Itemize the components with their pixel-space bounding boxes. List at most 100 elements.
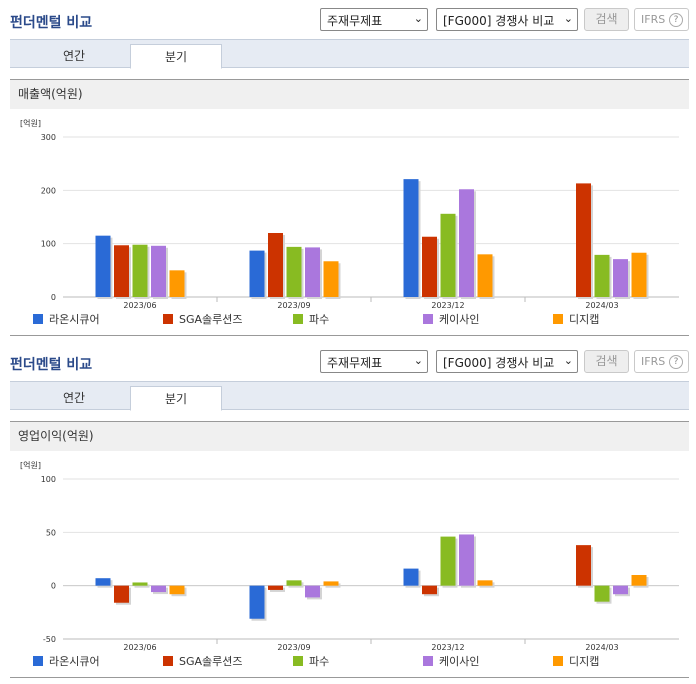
bar (114, 585, 129, 603)
x-tick-label: 2023/06 (123, 643, 156, 652)
legend-swatch (33, 314, 43, 324)
fundamental-panel-revenue: 펀더멘털 비교 주재무제표 ⌄ [FG000] 경쟁사 비교 ⌄ 검색 IFRS… (10, 8, 689, 336)
panel-title: 펀더멘털 비교 (10, 15, 93, 31)
y-tick-label: 50 (46, 528, 56, 537)
legend-label: 라온시큐어 (49, 313, 100, 326)
bar (286, 580, 302, 586)
y-tick-label: 300 (41, 133, 56, 142)
bar (305, 247, 320, 297)
bar (151, 585, 166, 593)
statement-select[interactable]: 주재무제표 ⌄ (320, 8, 428, 31)
bar (151, 245, 166, 297)
unit-label: [억원] (20, 118, 41, 128)
y-tick-label: 200 (41, 186, 56, 195)
ifrs-button[interactable]: IFRS ? (634, 8, 689, 31)
legend-swatch (163, 314, 173, 324)
bar (576, 545, 591, 586)
section-title: 영업이익(억원) (10, 421, 689, 451)
bar (422, 585, 437, 595)
chevron-down-icon: ⌄ (563, 12, 573, 25)
x-tick-label: 2023/09 (277, 301, 310, 310)
tab-quarterly[interactable]: 분기 (130, 44, 222, 69)
bar (422, 236, 437, 297)
legend-swatch (293, 656, 303, 666)
x-tick-label: 2023/09 (277, 643, 310, 652)
operating-profit-bar-chart: [억원] -50 0 50 100 2023/06 2023/09 2023/12 2024/0… (20, 460, 679, 668)
search-button[interactable]: 검색 (584, 8, 629, 31)
bar (132, 244, 148, 297)
y-tick-label: 100 (41, 475, 56, 484)
x-tick-label: 2024/03 (585, 301, 618, 310)
bar (594, 585, 610, 602)
bar (169, 270, 185, 297)
ifrs-label: IFRS (641, 13, 666, 26)
legend-swatch (553, 314, 563, 324)
help-icon[interactable]: ? (669, 355, 683, 369)
section-title: 매출액(억원) (10, 79, 689, 109)
divider (10, 677, 689, 678)
legend-swatch (423, 656, 433, 666)
legend-swatch (553, 656, 563, 666)
statement-select[interactable]: 주재무제표 ⌄ (320, 350, 428, 373)
legend-label: 케이사인 (439, 655, 479, 668)
tab-annual[interactable]: 연간 (62, 391, 86, 405)
y-tick-label: 0 (51, 293, 56, 302)
tab-annual[interactable]: 연간 (62, 49, 86, 63)
bar (286, 246, 302, 297)
divider (10, 335, 689, 336)
bar (114, 245, 129, 297)
x-tick-label: 2023/12 (431, 643, 464, 652)
bar (477, 254, 493, 297)
peer-select[interactable]: [FG000] 경쟁사 비교 ⌄ (436, 8, 578, 31)
bar (440, 213, 456, 297)
legend-swatch (163, 656, 173, 666)
bar (631, 575, 647, 586)
period-tabs: 연간 분기 (10, 39, 689, 69)
legend-label: 디지캡 (569, 655, 599, 668)
bar (594, 254, 610, 297)
bar (249, 585, 265, 619)
bar (613, 585, 628, 595)
bar (440, 536, 456, 586)
y-tick-label: 100 (41, 240, 56, 249)
search-button[interactable]: 검색 (584, 350, 629, 373)
peer-select[interactable]: [FG000] 경쟁사 비교 ⌄ (436, 350, 578, 373)
fundamental-panel-operating-profit: 펀더멘털 비교 주재무제표 ⌄ [FG000] 경쟁사 비교 ⌄ 검색 IFRS… (0, 342, 696, 684)
legend-label: 파수 (309, 655, 329, 668)
unit-label: [억원] (20, 460, 41, 470)
legend-label: 디지캡 (569, 313, 599, 326)
tab-quarterly[interactable]: 분기 (130, 386, 222, 411)
legend-swatch (423, 314, 433, 324)
bar (268, 585, 283, 590)
help-icon[interactable]: ? (669, 13, 683, 27)
bar (477, 580, 493, 586)
bar (132, 582, 148, 586)
bar (323, 581, 339, 586)
legend-label: 파수 (309, 313, 329, 326)
bar (249, 250, 265, 297)
bar (169, 585, 185, 595)
ifrs-button[interactable]: IFRS ? (634, 350, 689, 373)
revenue-bar-chart: [억원] 0 100 200 300 2023/06 2023/09 2023/12 2024/… (20, 118, 679, 326)
bar (95, 235, 111, 297)
x-tick-label: 2023/06 (123, 301, 156, 310)
peer-select-value: [FG000] 경쟁사 비교 (443, 14, 555, 28)
bar (631, 252, 647, 297)
panel-title: 펀더멘털 비교 (10, 357, 93, 373)
period-tabs: 연간 분기 (10, 381, 689, 411)
legend-label: 라온시큐어 (49, 655, 100, 668)
chevron-down-icon: ⌄ (413, 12, 423, 25)
chevron-down-icon: ⌄ (413, 354, 423, 367)
bar (459, 189, 474, 297)
bar (576, 183, 591, 297)
legend-label: 케이사인 (439, 313, 479, 326)
bar-shadow (134, 584, 150, 588)
legend-label: SGA솔루션즈 (179, 313, 243, 326)
statement-select-value: 주재무제표 (327, 14, 383, 28)
bar (403, 568, 419, 586)
legend-swatch (33, 656, 43, 666)
statement-select-value: 주재무제표 (327, 356, 383, 370)
y-tick-label: 0 (51, 582, 56, 591)
y-tick-label: -50 (43, 635, 56, 644)
x-tick-label: 2023/12 (431, 301, 464, 310)
